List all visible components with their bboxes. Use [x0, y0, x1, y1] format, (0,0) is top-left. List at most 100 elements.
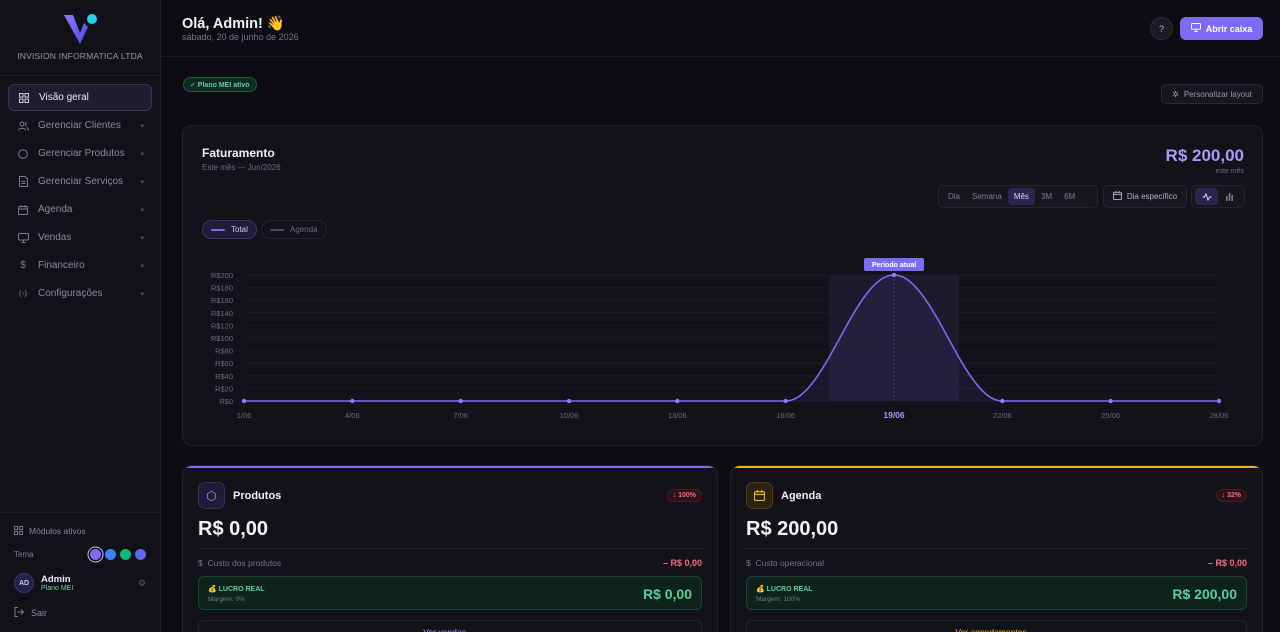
y-tick-label: R$100 — [211, 334, 233, 343]
user-name: Admin — [41, 574, 71, 585]
legend-total[interactable]: Total — [202, 220, 257, 239]
sidebar-item-label: Gerenciar Clientes — [38, 120, 121, 131]
file-icon — [16, 175, 30, 189]
data-point — [891, 272, 897, 278]
sidebar-item-label: Agenda — [38, 204, 73, 215]
profit-margin: Margem: 100% — [756, 596, 801, 603]
theme-color-option[interactable] — [135, 548, 146, 560]
series-line — [244, 274, 1219, 402]
revenue-card: Faturamento Este mês — Jun/2026 R$ 200,0… — [182, 125, 1263, 446]
period-option[interactable]: 6M — [1064, 192, 1076, 201]
x-tick-label: 7/06 — [453, 411, 468, 420]
profit-box: 💰 LUCRO REAL Margem: 0% R$ 0,00 — [198, 576, 702, 610]
period-tooltip — [864, 258, 924, 271]
revenue-title: Faturamento — [202, 146, 275, 160]
card-value: R$ 0,00 — [198, 518, 269, 540]
box-icon — [16, 147, 30, 161]
monitor-icon — [1190, 22, 1201, 34]
sidebar-item-clientes[interactable]: Gerenciar Clientes ▾ — [8, 112, 152, 139]
x-tick-label: 1/06 — [237, 411, 252, 420]
y-tick-label: R$20 — [215, 384, 233, 393]
period-option[interactable]: Dia — [948, 192, 961, 201]
y-tick-label: R$200 — [211, 271, 233, 280]
legend-swatch — [270, 228, 284, 231]
calendar-icon — [746, 482, 773, 509]
sidebar-item-servicos[interactable]: Gerenciar Serviços ▾ — [8, 168, 152, 195]
card-value: R$ 200,00 — [746, 518, 839, 540]
logout-button[interactable]: Sair — [14, 607, 146, 619]
avatar: AD — [14, 573, 34, 593]
card-accent-line — [731, 466, 1262, 468]
divider — [198, 548, 702, 549]
logout-label: Sair — [31, 608, 48, 618]
divider — [746, 548, 1247, 549]
bar-chart-icon[interactable] — [1218, 188, 1241, 205]
x-tick-label: 28/06 — [1210, 411, 1229, 420]
sidebar-item-produtos[interactable]: Gerenciar Produtos ▾ — [8, 140, 152, 167]
y-tick-label: R$80 — [215, 347, 233, 356]
legend-label: Total — [231, 225, 248, 234]
card-title: Agenda — [781, 490, 822, 502]
page-header: Olá, Admin! 👋 sábado, 20 de junho de 202… — [161, 0, 1280, 57]
theme-color-option[interactable] — [90, 548, 101, 560]
y-tick-label: R$160 — [211, 296, 233, 305]
data-point — [350, 398, 355, 404]
calendar-icon — [16, 203, 30, 217]
users-icon — [16, 119, 30, 133]
cost-label-text: Custo operacional — [755, 558, 824, 568]
page-title: Olá, Admin! 👋 — [182, 16, 285, 32]
x-tick-label: 4/06 — [345, 411, 360, 420]
revenue-total-label: este mês — [1215, 168, 1244, 175]
card-title: Produtos — [233, 490, 282, 502]
legend-label: Agenda — [290, 225, 318, 234]
user-plan: Plano MEI — [41, 585, 74, 592]
sidebar-item-label: Gerenciar Serviços — [38, 176, 124, 187]
current-date: sábado, 20 de junho de 2026 — [182, 32, 299, 42]
sidebar-item-configuracoes[interactable]: (◦) Configurações ▾ — [8, 280, 152, 307]
legend-swatch — [211, 228, 225, 231]
period-option[interactable]: 3M — [1040, 192, 1053, 201]
data-point — [1216, 398, 1222, 404]
theme-color-option[interactable] — [120, 548, 131, 560]
sidebar-item-label: Gerenciar Produtos — [38, 148, 125, 159]
active-modules-link[interactable]: Módulos ativos — [13, 523, 146, 539]
cost-label: $ Custo dos produtos — [198, 558, 282, 568]
x-tick-label: 19/06 — [883, 410, 905, 420]
chevron-down-icon: ▾ — [140, 122, 144, 130]
y-tick-label: R$60 — [215, 359, 233, 368]
profit-label: 💰 LUCRO REAL — [208, 586, 265, 593]
period-option[interactable]: Semana — [972, 192, 1002, 201]
monitor-icon — [16, 231, 30, 245]
calendar-icon — [1112, 191, 1122, 202]
logo-area: INVISION INFORMATICA LTDA — [0, 0, 160, 76]
user-profile[interactable]: AD Admin Plano MEI ⚙ — [14, 573, 146, 593]
chevron-down-icon: ▾ — [140, 290, 144, 298]
gear-icon[interactable]: ⚙ — [137, 577, 146, 588]
data-point — [1000, 398, 1005, 404]
card-accent-line — [183, 466, 717, 468]
legend-agenda[interactable]: Agenda — [261, 220, 327, 239]
chevron-down-icon: ▾ — [140, 150, 144, 158]
sidebar-item-label: Financeiro — [38, 260, 85, 271]
y-tick-label: R$120 — [211, 321, 233, 330]
profit-margin: Margem: 0% — [208, 596, 245, 603]
sidebar-item-financeiro[interactable]: $ Financeiro ▾ — [8, 252, 152, 279]
profit-value: R$ 0,00 — [642, 586, 692, 602]
line-chart-icon[interactable] — [1195, 188, 1218, 205]
sidebar-item-agenda[interactable]: Agenda ▾ — [8, 196, 152, 223]
sidebar-item-vendas[interactable]: Vendas ▾ — [8, 224, 152, 251]
sidebar-item-visao-geral[interactable]: Visão geral — [8, 84, 152, 111]
specific-day-button[interactable]: Dia específico — [1103, 185, 1187, 208]
sidebar-nav: Visão geral Gerenciar Clientes ▾ Gerenci… — [0, 76, 160, 307]
y-tick-label: R$180 — [211, 284, 233, 293]
view-sales-link[interactable]: Ver vendas → — [198, 620, 702, 632]
help-button[interactable]: ? — [1150, 17, 1173, 40]
brand-logo[interactable] — [62, 13, 98, 45]
theme-color-option[interactable] — [105, 548, 116, 560]
customize-layout-button[interactable]: ✲ Personalizar layout — [1161, 84, 1263, 104]
revenue-total: R$ 200,00 — [1165, 146, 1244, 165]
period-option[interactable]: Mês — [1007, 188, 1035, 205]
open-cashier-button[interactable]: Abrir caixa — [1180, 17, 1263, 40]
view-appointments-link[interactable]: Ver agendamentos → — [746, 620, 1247, 632]
active-modules-label: Módulos ativos — [29, 526, 86, 536]
